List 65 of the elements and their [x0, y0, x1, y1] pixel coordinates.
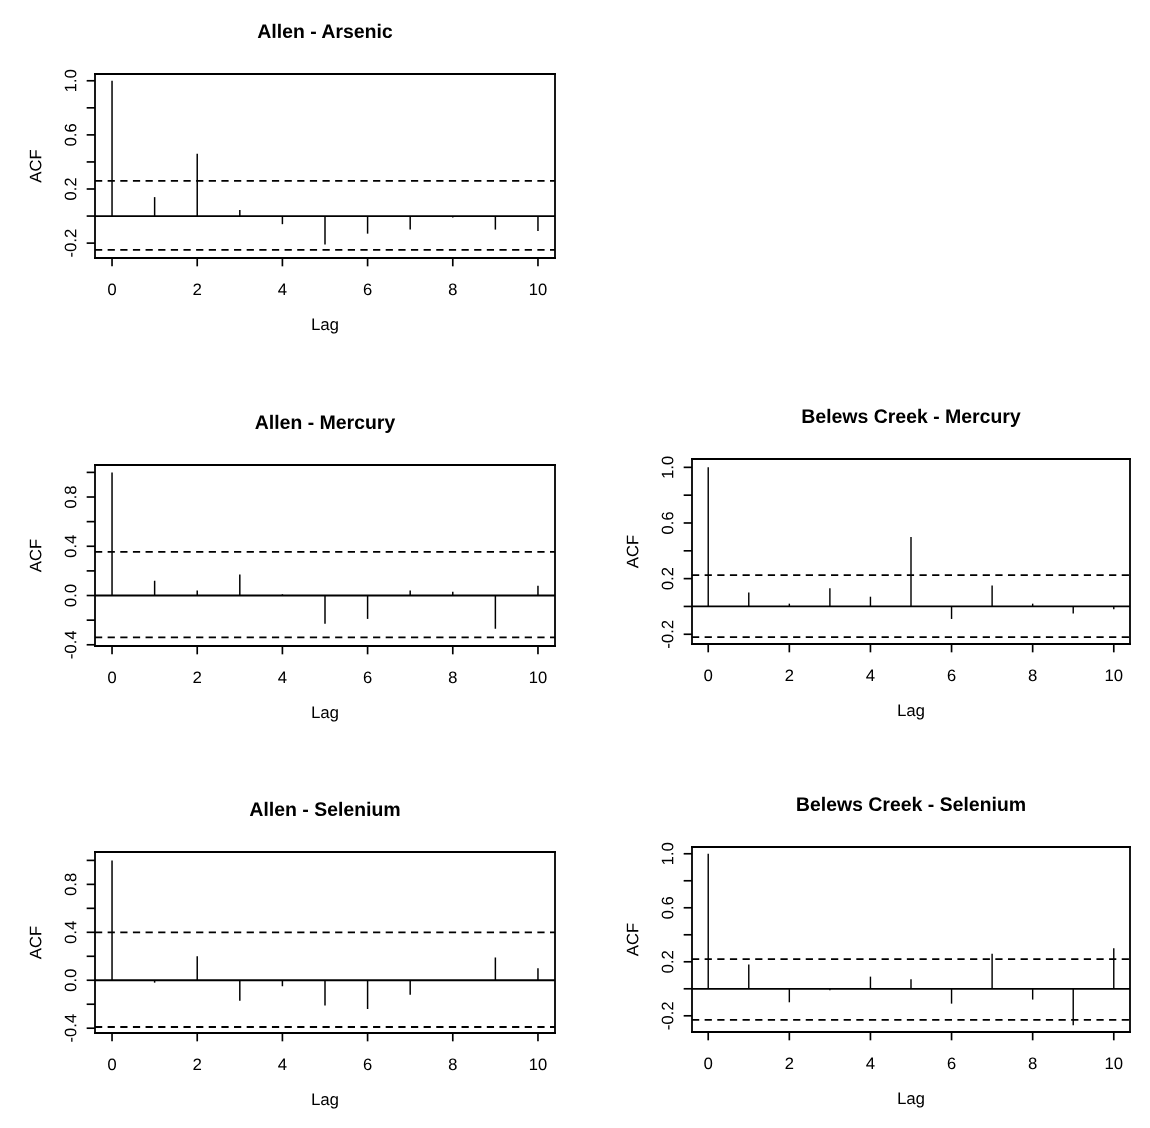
y-tick-label: -0.4	[64, 630, 77, 659]
y-tick-label: -0.2	[661, 620, 674, 648]
x-tick-label: 2	[193, 671, 202, 684]
chart-title: Allen - Arsenic	[257, 23, 393, 39]
x-tick-label: 6	[363, 283, 372, 296]
x-tick-label: 0	[704, 1057, 713, 1070]
x-tick-label: 0	[108, 671, 117, 684]
y-tick-label: 0.4	[64, 921, 77, 944]
y-axis-title: ACF	[29, 926, 42, 960]
y-axis-title: ACF	[29, 150, 42, 183]
x-tick-label: 0	[108, 283, 117, 296]
x-tick-label: 0	[704, 669, 713, 682]
y-tick-label: 0.6	[661, 896, 674, 919]
x-tick-label: 6	[947, 1057, 956, 1070]
x-axis-title: Lag	[312, 706, 338, 722]
x-tick-label: 6	[363, 1058, 372, 1071]
x-tick-label: 10	[1105, 669, 1123, 682]
y-tick-label: 0.0	[64, 969, 77, 992]
y-tick-label: 0.8	[64, 486, 77, 508]
x-axis-title: Lag	[898, 1092, 924, 1108]
y-tick-label: -0.2	[64, 229, 77, 257]
x-axis-title: Lag	[898, 704, 924, 720]
x-tick-label: 2	[785, 669, 794, 682]
x-tick-label: 10	[529, 283, 547, 296]
x-tick-label: 0	[108, 1058, 117, 1071]
y-tick-label: 0.6	[64, 124, 77, 146]
x-tick-label: 10	[1105, 1057, 1123, 1070]
y-tick-label: 1.0	[64, 69, 77, 92]
x-tick-label: 8	[1028, 669, 1037, 682]
chart-title: Allen - Mercury	[255, 414, 396, 433]
x-tick-label: 4	[278, 283, 287, 296]
x-tick-label: 8	[448, 1058, 457, 1071]
y-axis-title: ACF	[626, 535, 639, 569]
x-tick-label: 4	[278, 1058, 287, 1071]
x-tick-label: 10	[529, 1058, 547, 1071]
y-axis-title: ACF	[626, 923, 639, 957]
y-tick-label: 0.8	[64, 873, 77, 896]
y-tick-label: 1.0	[661, 456, 674, 478]
y-tick-label: 0.0	[64, 584, 77, 607]
y-tick-label: 0.2	[64, 178, 77, 200]
x-tick-label: 8	[1028, 1057, 1037, 1070]
x-tick-label: 4	[866, 669, 875, 682]
x-tick-label: 4	[866, 1057, 875, 1070]
x-tick-label: 6	[947, 669, 956, 682]
x-tick-label: 2	[193, 1058, 202, 1071]
x-axis-title: Lag	[312, 318, 338, 334]
x-tick-label: 8	[448, 283, 457, 296]
x-tick-label: 2	[193, 283, 202, 296]
chart-title: Belews Creek - Mercury	[802, 408, 1021, 427]
y-tick-label: -0.2	[661, 1002, 674, 1030]
x-axis-title: Lag	[312, 1093, 338, 1109]
chart-title: Belews Creek - Selenium	[797, 796, 1025, 812]
y-tick-label: 0.2	[661, 567, 674, 590]
y-tick-label: 0.4	[64, 535, 77, 558]
y-tick-label: -0.4	[64, 1014, 77, 1042]
chart-title: Allen - Selenium	[249, 801, 400, 817]
y-axis-title: ACF	[29, 539, 42, 573]
y-tick-label: 1.0	[661, 842, 674, 865]
x-tick-label: 4	[278, 671, 287, 684]
x-tick-label: 6	[363, 671, 372, 684]
x-tick-label: 10	[529, 671, 547, 684]
x-tick-label: 8	[448, 671, 457, 684]
y-tick-label: 0.2	[661, 951, 674, 973]
x-tick-label: 2	[785, 1057, 794, 1070]
y-tick-label: 0.6	[661, 512, 674, 534]
